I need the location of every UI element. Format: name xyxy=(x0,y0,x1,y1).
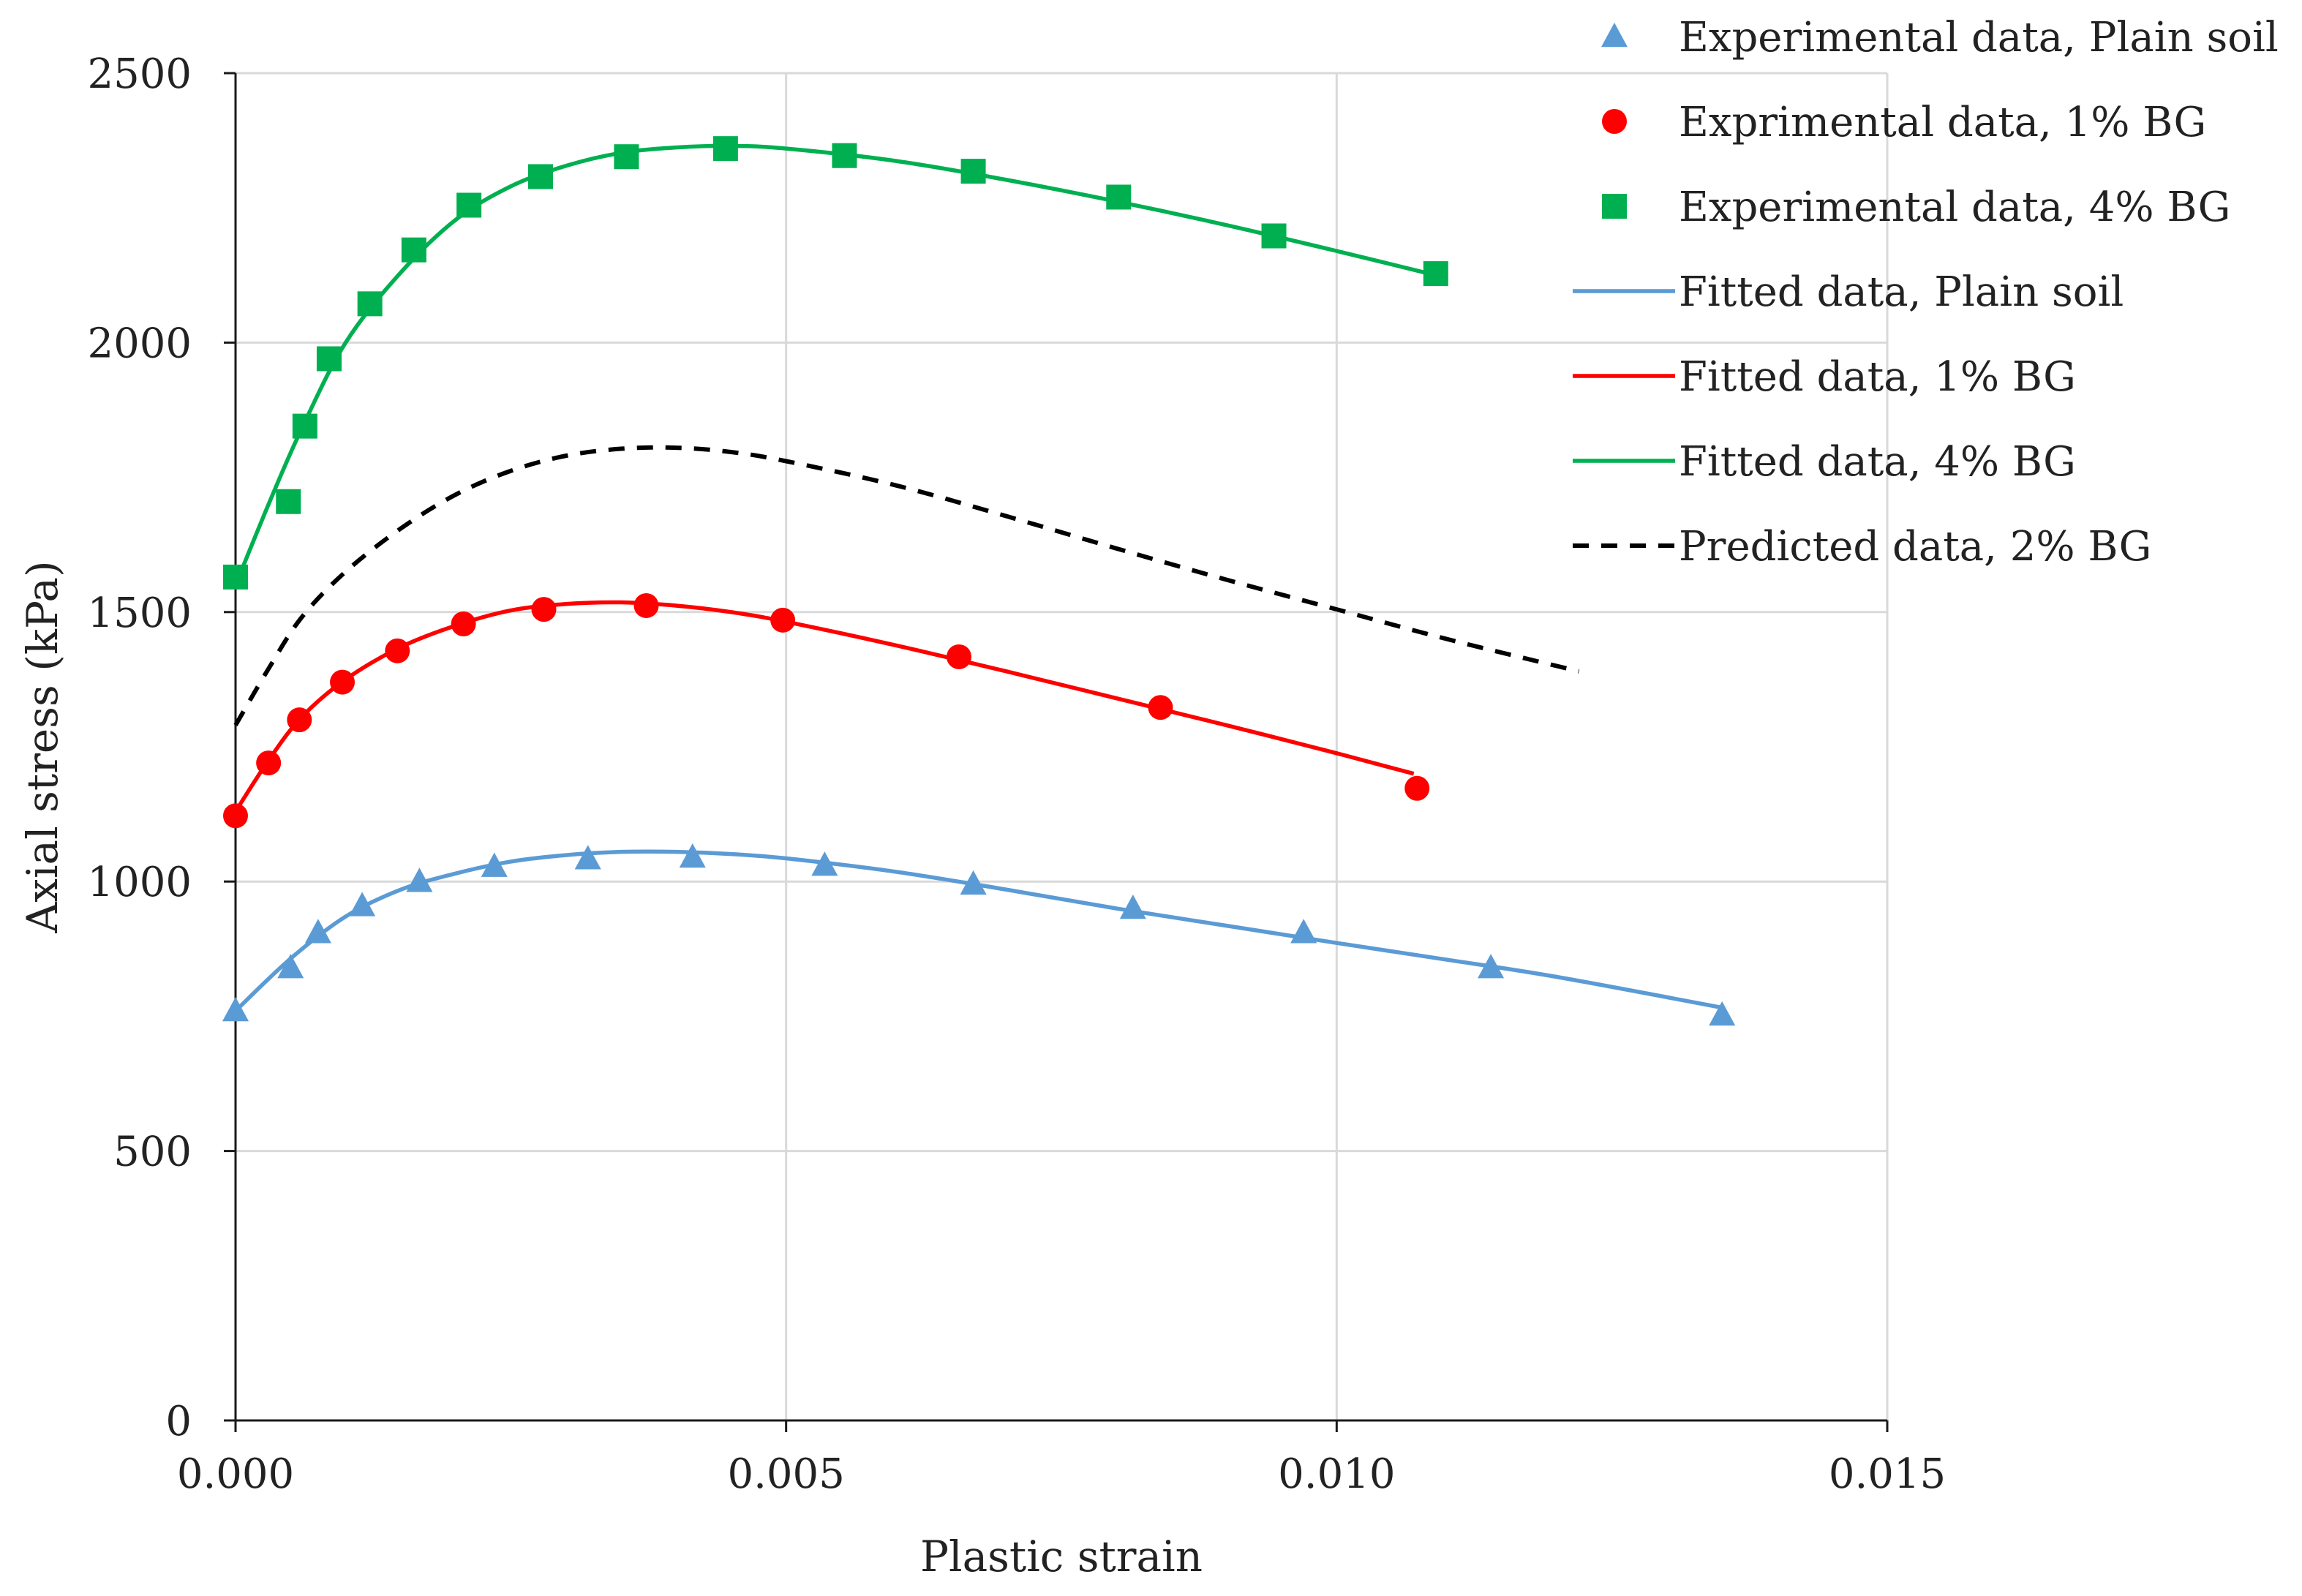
data-point xyxy=(357,291,383,317)
data-point xyxy=(401,237,426,263)
legend-label: Experimental data, Plain soil xyxy=(1679,14,2279,61)
y-tick-label: 500 xyxy=(113,1129,192,1176)
plot-area xyxy=(222,136,1736,1026)
legend-entry: Experimental data, 4% BG xyxy=(1602,184,2230,231)
legend-entry: Predicted data, 2% BG xyxy=(1573,523,2151,571)
x-tick-label: 0.000 xyxy=(177,1450,294,1498)
data-point xyxy=(531,597,557,622)
y-tick-label: 1000 xyxy=(87,859,192,906)
y-tick-label: 1500 xyxy=(87,590,192,637)
legend-label: Exprimental data, 1% BG xyxy=(1679,99,2206,146)
data-point xyxy=(456,192,482,218)
legend-entry: Fitted data, 1% BG xyxy=(1573,353,2076,401)
data-point xyxy=(1106,184,1132,210)
data-point xyxy=(1423,261,1448,287)
data-point xyxy=(276,489,301,514)
data-point xyxy=(1148,695,1173,720)
data-point xyxy=(222,997,249,1022)
data-point xyxy=(1119,895,1146,919)
data-point xyxy=(316,346,342,372)
x-axis-title: Plastic strain xyxy=(920,1532,1203,1581)
legend-label: Fitted data, 1% BG xyxy=(1679,353,2076,401)
legend: Experimental data, Plain soil Exprimental… xyxy=(1573,14,2279,571)
data-point xyxy=(292,413,317,439)
series-line-predicted-data-2-bg xyxy=(233,445,1580,727)
data-point xyxy=(481,852,508,877)
data-point xyxy=(947,644,972,669)
data-point xyxy=(349,892,376,916)
data-point xyxy=(277,954,304,979)
data-point xyxy=(614,144,639,170)
x-tick-label: 0.010 xyxy=(1278,1450,1395,1498)
legend-label: Predicted data, 2% BG xyxy=(1679,523,2151,571)
legend-label: Fitted data, Plain soil xyxy=(1679,268,2124,316)
series-line-fitted-data-plain-soil xyxy=(234,849,1723,1013)
series-points-experimental-data-plain-soil xyxy=(222,843,1736,1026)
legend-label: Experimental data, 4% BG xyxy=(1679,184,2230,231)
y-tick-label: 2500 xyxy=(87,50,192,98)
data-point xyxy=(1478,954,1505,979)
series-line-fitted-data-4-bg xyxy=(233,143,1437,587)
data-point xyxy=(960,159,986,184)
data-point xyxy=(832,143,857,168)
series-points-exprimental-data-1-bg xyxy=(223,592,1430,829)
data-point xyxy=(679,843,706,868)
data-point xyxy=(385,638,410,663)
legend-marker xyxy=(1602,109,1627,134)
legend-entry: Fitted data, Plain soil xyxy=(1573,268,2124,316)
data-point xyxy=(574,845,601,870)
data-point xyxy=(1709,1001,1736,1026)
data-point xyxy=(223,803,248,829)
legend-label: Fitted data, 4% BG xyxy=(1679,438,2076,486)
data-point xyxy=(304,919,331,944)
series-line-fitted-data-1-bg xyxy=(233,600,1415,813)
data-point xyxy=(256,750,282,776)
data-point xyxy=(712,136,738,162)
data-point xyxy=(960,870,987,895)
x-tick-label: 0.005 xyxy=(728,1450,845,1498)
x-tick-label: 0.015 xyxy=(1829,1450,1946,1498)
legend-marker xyxy=(1601,23,1628,48)
data-point xyxy=(451,611,476,637)
series-points-experimental-data-4-bg xyxy=(223,136,1448,590)
data-point xyxy=(287,707,312,733)
data-point xyxy=(1404,775,1430,801)
y-tick-label: 2000 xyxy=(87,320,192,367)
y-axis-title: Axial stress (kPa) xyxy=(18,560,67,933)
data-point xyxy=(330,669,356,695)
data-point xyxy=(811,851,838,876)
legend-marker xyxy=(1602,194,1627,219)
legend-entry: Exprimental data, 1% BG xyxy=(1602,99,2206,146)
data-point xyxy=(770,607,796,633)
data-point xyxy=(1290,919,1317,944)
legend-entry: Fitted data, 4% BG xyxy=(1573,438,2076,486)
y-tick-label: 0 xyxy=(165,1398,192,1445)
data-point xyxy=(633,592,659,618)
data-point xyxy=(1261,223,1287,249)
data-point xyxy=(223,564,248,590)
axes: 0 500 1000 1500 2000 2500 0.000 0.005 0.010 0.015 xyxy=(87,50,1946,1498)
legend-entry: Experimental data, Plain soil xyxy=(1601,14,2279,61)
data-point xyxy=(406,867,433,892)
grid-lines xyxy=(236,72,1889,1420)
data-point xyxy=(527,164,553,189)
